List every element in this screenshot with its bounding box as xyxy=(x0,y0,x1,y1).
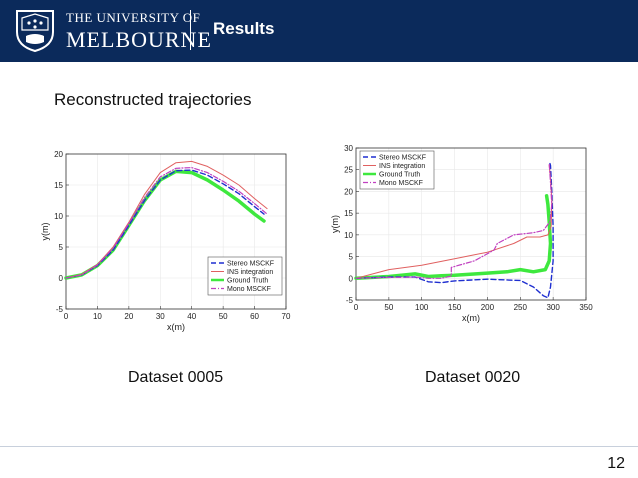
y-axis-label: y(m) xyxy=(330,215,340,233)
series-line-mono-msckf xyxy=(355,162,553,279)
x-tick-label: 40 xyxy=(187,312,196,321)
y-axis-label: y(m) xyxy=(40,223,50,241)
university-crest-icon xyxy=(16,10,54,52)
legend-label: Mono MSCKF xyxy=(379,180,423,187)
legend-label: INS integration xyxy=(379,163,425,170)
legend-label: Mono MSCKF xyxy=(227,286,271,293)
x-tick-label: 60 xyxy=(250,312,259,321)
y-tick-label: 15 xyxy=(54,181,63,190)
y-tick-label: 5 xyxy=(59,243,64,252)
x-tick-label: 200 xyxy=(481,303,495,312)
caption-dataset-0020: Dataset 0020 xyxy=(425,369,521,386)
x-tick-label: 100 xyxy=(415,303,429,312)
x-tick-label: 70 xyxy=(282,312,291,321)
y-tick-label: 25 xyxy=(344,166,353,175)
y-tick-label: 5 xyxy=(349,253,354,262)
legend-label: Stereo MSCKF xyxy=(379,155,426,162)
page-number: 12 xyxy=(607,455,625,472)
series-line-ins-integration xyxy=(65,160,268,279)
caption-dataset-0005: Dataset 0005 xyxy=(128,369,224,386)
header-bar: THE UNIVERSITY OF MELBOURNE Results xyxy=(0,0,638,62)
x-axis-label: x(m) xyxy=(462,313,480,323)
header-divider xyxy=(190,10,191,50)
y-tick-label: 20 xyxy=(54,150,63,159)
slide-subtitle: Reconstructed trajectories xyxy=(54,90,252,109)
y-tick-label: -5 xyxy=(346,296,354,305)
university-name-line2: MELBOURNE xyxy=(66,27,212,52)
university-name-line1: THE UNIVERSITY OF xyxy=(66,10,201,25)
x-tick-label: 0 xyxy=(354,303,359,312)
series-line-stereo-msckf xyxy=(355,160,554,299)
legend-label: INS integration xyxy=(227,269,273,276)
x-tick-label: 20 xyxy=(124,312,133,321)
y-tick-label: 20 xyxy=(344,187,353,196)
chart-dataset-0020: 0 50 100 150 200 250 300 350-5051015202530x(m)y… xyxy=(330,144,593,323)
x-tick-label: 350 xyxy=(579,303,593,312)
y-tick-label: 10 xyxy=(344,231,353,240)
x-tick-label: 30 xyxy=(156,312,165,321)
x-tick-label: 0 xyxy=(64,312,69,321)
x-tick-label: 10 xyxy=(93,312,102,321)
footer-divider xyxy=(0,446,638,447)
chart-dataset-0005: 0 10 20 30 40 50 60 70-505101520x(m)y(m)Stereo … xyxy=(40,150,291,332)
plot-frame xyxy=(355,147,587,301)
y-tick-label: 0 xyxy=(349,274,354,283)
series-line-mono-msckf xyxy=(65,167,268,279)
y-tick-label: 15 xyxy=(344,209,353,218)
x-tick-label: 50 xyxy=(384,303,393,312)
series-line-stereo-msckf xyxy=(65,169,265,279)
series-line-ins-integration xyxy=(355,164,553,279)
x-axis-label: x(m) xyxy=(167,322,185,332)
y-tick-label: -5 xyxy=(56,305,64,314)
series-line-ground-truth xyxy=(354,194,553,281)
slide-title: Results xyxy=(213,19,275,38)
x-tick-label: 300 xyxy=(546,303,560,312)
y-tick-label: 30 xyxy=(344,144,353,153)
x-tick-label: 50 xyxy=(219,312,228,321)
y-tick-label: 0 xyxy=(59,274,64,283)
legend-label: Ground Truth xyxy=(227,278,268,285)
x-tick-label: 150 xyxy=(448,303,462,312)
plot-frame xyxy=(65,153,287,310)
legend-label: Stereo MSCKF xyxy=(227,261,274,268)
x-tick-label: 250 xyxy=(514,303,528,312)
y-tick-label: 10 xyxy=(54,212,63,221)
legend-label: Ground Truth xyxy=(379,172,420,179)
